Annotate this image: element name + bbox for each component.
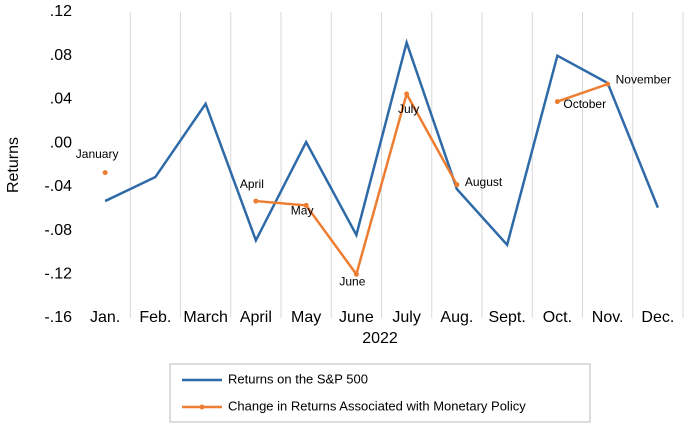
x-axis-title: 2022 [362, 330, 398, 347]
x-tick-label: March [183, 309, 227, 326]
point-label: July [398, 102, 419, 116]
x-tick-label: June [339, 309, 374, 326]
x-tick-label: Nov. [592, 309, 624, 326]
y-tick-label: -.16 [44, 309, 72, 326]
point-label: June [339, 274, 365, 288]
point-label: May [291, 204, 314, 218]
point-label: October [563, 97, 606, 111]
point-marker [253, 198, 259, 204]
x-tick-label: Aug. [440, 309, 473, 326]
point-label: November [616, 72, 671, 86]
x-tick-label: April [240, 309, 272, 326]
legend-label: Returns on the S&P 500 [228, 371, 368, 386]
y-tick-label: .08 [50, 47, 72, 64]
point-marker [303, 202, 309, 208]
legend-marker [199, 404, 205, 410]
legend-box [169, 363, 591, 423]
series-line [104, 38, 660, 248]
point-label: January [76, 147, 119, 161]
y-tick-label: .04 [50, 91, 72, 108]
x-tick-label: Feb. [139, 309, 171, 326]
y-tick-label: .00 [50, 134, 72, 151]
point-marker [454, 182, 460, 188]
y-tick-label: -.12 [44, 266, 72, 283]
x-tick-label: July [392, 309, 420, 326]
point-marker [605, 81, 611, 87]
x-tick-label: Oct. [543, 309, 572, 326]
legend-label: Change in Returns Associated with Moneta… [228, 398, 526, 413]
y-tick-label: .12 [50, 3, 72, 20]
x-tick-label: Dec. [641, 309, 674, 326]
x-tick-label: Jan. [90, 309, 120, 326]
x-tick-label: Sept. [488, 309, 525, 326]
y-tick-label: -.08 [44, 222, 72, 239]
point-marker [353, 271, 359, 277]
point-marker [404, 91, 410, 97]
point-label: April [240, 177, 264, 191]
point-label: August [465, 175, 503, 189]
point-marker [102, 170, 108, 176]
y-tick-label: -.04 [44, 178, 72, 195]
point-marker [554, 99, 560, 105]
x-tick-label: May [291, 309, 321, 326]
y-axis-title: Returns [5, 137, 22, 193]
